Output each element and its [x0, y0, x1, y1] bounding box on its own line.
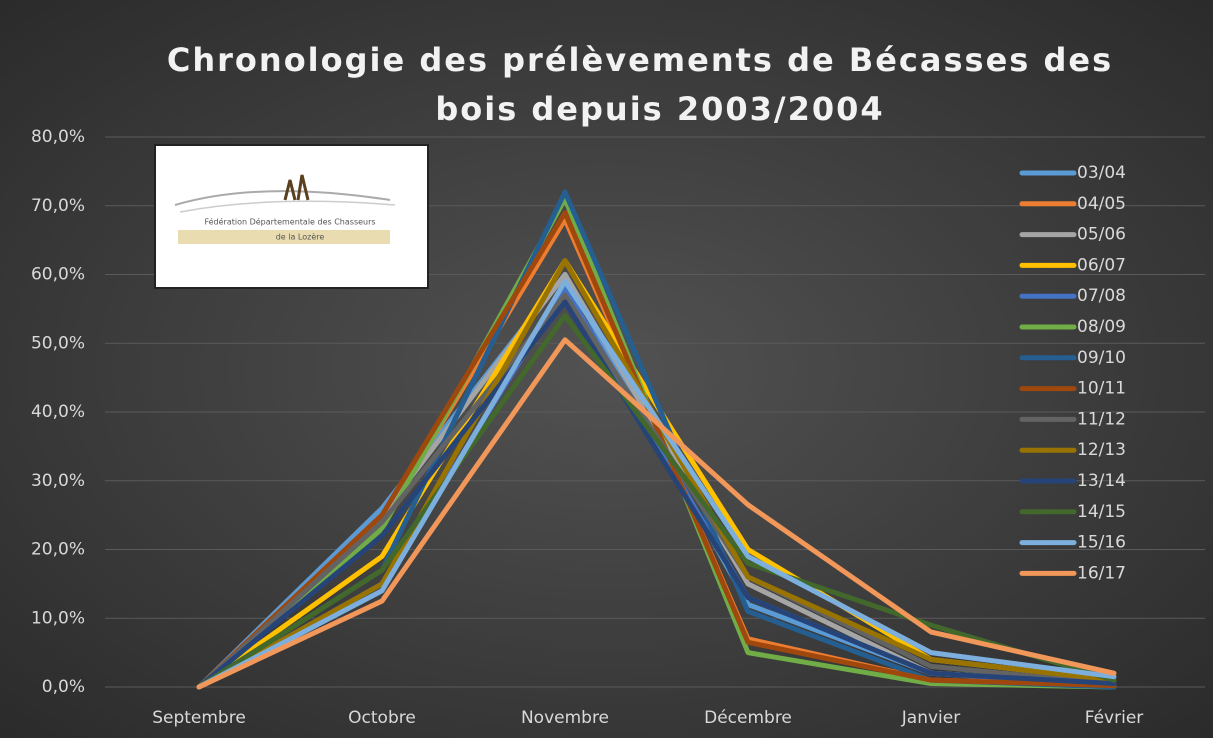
y-tick-label: 0,0%: [42, 677, 85, 697]
series-line: [196, 299, 1117, 690]
series-line: [196, 210, 1117, 690]
legend-label: 13/14: [1077, 471, 1126, 491]
x-tick-label: Septembre: [152, 708, 246, 728]
chart-title: Chronologie des prélèvements de Bécasses…: [167, 41, 1113, 79]
legend-label: 04/05: [1077, 194, 1126, 214]
y-tick-label: 40,0%: [31, 402, 85, 422]
series-line: [196, 278, 1117, 690]
logo-text: de la Lozère: [276, 232, 325, 242]
logo-text: Fédération Départementale des Chasseurs: [204, 217, 375, 227]
y-tick-label: 70,0%: [31, 196, 85, 216]
logo: Fédération Départementale des Chasseurs …: [154, 144, 429, 289]
legend-label: 10/11: [1077, 379, 1126, 399]
y-tick-label: 80,0%: [31, 127, 85, 147]
legend-label: 09/10: [1077, 348, 1126, 368]
series-line: [196, 337, 1117, 690]
y-tick-label: 10,0%: [31, 608, 85, 628]
y-tick-label: 30,0%: [31, 471, 85, 491]
legend-label: 03/04: [1077, 163, 1126, 183]
series-line: [196, 313, 1117, 690]
x-tick-label: Octobre: [348, 708, 416, 728]
y-tick-label: 50,0%: [31, 333, 85, 353]
legend-label: 11/12: [1077, 409, 1126, 429]
legend-label: 15/16: [1077, 533, 1126, 553]
legend-label: 06/07: [1077, 255, 1126, 275]
y-tick-label: 20,0%: [31, 540, 85, 560]
x-tick-label: Février: [1085, 708, 1144, 728]
y-tick-label: 60,0%: [31, 265, 85, 285]
logo-swoosh: [179, 200, 396, 213]
x-tick-label: Janvier: [901, 708, 960, 728]
logo-box: [154, 144, 429, 289]
legend-label: 14/15: [1077, 502, 1126, 522]
legend-label: 16/17: [1077, 563, 1126, 583]
logo-swoosh: [174, 190, 391, 206]
legend-label: 05/06: [1077, 225, 1126, 245]
x-tick-label: Décembre: [704, 708, 792, 728]
logo-hunters: [283, 174, 310, 201]
legend-label: 08/09: [1077, 317, 1126, 337]
logo-band: [178, 230, 390, 244]
legend-label: 07/08: [1077, 286, 1126, 306]
x-tick-label: Novembre: [521, 708, 609, 728]
chart-title: bois depuis 2003/2004: [435, 90, 884, 128]
legend-label: 12/13: [1077, 440, 1126, 460]
